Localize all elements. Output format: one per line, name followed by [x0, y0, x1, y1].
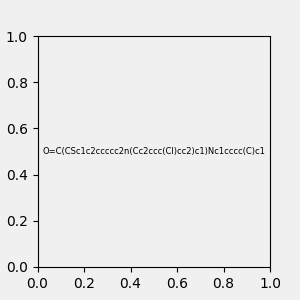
Text: O=C(CSc1c2ccccc2n(Cc2ccc(Cl)cc2)c1)Nc1cccc(C)c1: O=C(CSc1c2ccccc2n(Cc2ccc(Cl)cc2)c1)Nc1cc…	[42, 147, 265, 156]
